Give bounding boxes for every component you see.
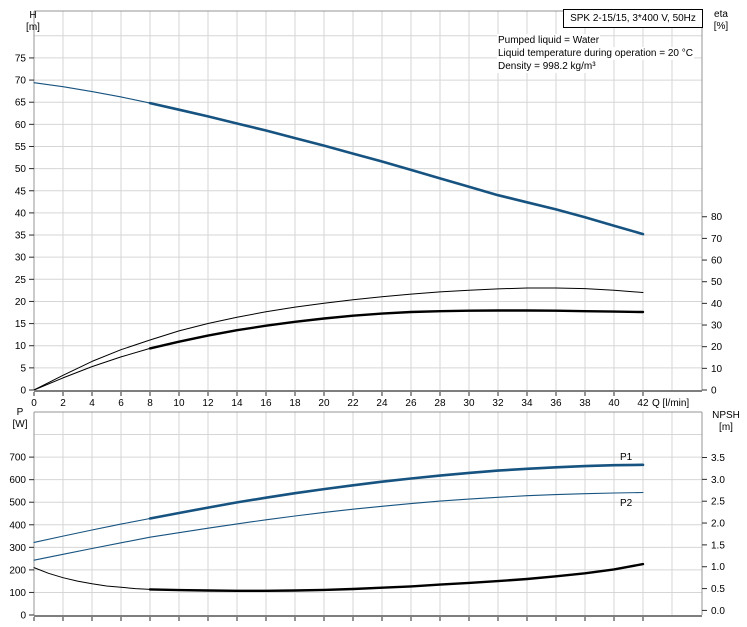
svg-text:100: 100 xyxy=(9,588,26,599)
p1-curve-label: P1 xyxy=(620,452,633,463)
npsh-curve-thin xyxy=(33,567,151,590)
svg-text:700: 700 xyxy=(9,453,26,464)
condition-liquid-temperature: Liquid temperature during operation = 20… xyxy=(497,47,694,60)
svg-text:16: 16 xyxy=(260,398,272,409)
svg-text:32: 32 xyxy=(492,398,504,409)
svg-text:10: 10 xyxy=(15,341,27,352)
svg-text:500: 500 xyxy=(9,498,26,509)
head-curve xyxy=(148,101,645,236)
svg-text:10: 10 xyxy=(173,398,185,409)
svg-text:38: 38 xyxy=(579,398,591,409)
svg-text:300: 300 xyxy=(9,543,26,554)
npsh-curve xyxy=(148,562,645,592)
svg-text:0: 0 xyxy=(31,398,37,409)
condition-density: Density = 998.2 kg/m³ xyxy=(497,60,597,73)
svg-text:200: 200 xyxy=(9,565,26,576)
svg-text:12: 12 xyxy=(202,398,214,409)
svg-text:3.0: 3.0 xyxy=(711,475,725,486)
npsh-axis-unit: [m] xyxy=(719,422,733,433)
svg-text:2.5: 2.5 xyxy=(711,497,725,508)
svg-text:40: 40 xyxy=(711,299,723,310)
svg-text:15: 15 xyxy=(15,319,27,330)
power-axis-unit: [W] xyxy=(12,419,28,430)
svg-text:24: 24 xyxy=(376,398,388,409)
head-axis-unit: [m] xyxy=(26,22,40,33)
svg-text:42: 42 xyxy=(637,398,649,409)
svg-text:0.0: 0.0 xyxy=(711,606,725,617)
svg-text:8: 8 xyxy=(147,398,153,409)
svg-text:10: 10 xyxy=(711,364,723,375)
svg-text:2: 2 xyxy=(60,398,66,409)
svg-text:80: 80 xyxy=(711,212,723,223)
eta-axis-unit-label: eta [%] xyxy=(704,9,738,33)
svg-text:1.5: 1.5 xyxy=(711,540,725,551)
svg-text:20: 20 xyxy=(15,297,27,308)
svg-text:40: 40 xyxy=(608,398,620,409)
svg-text:70: 70 xyxy=(15,76,27,87)
svg-text:400: 400 xyxy=(9,520,26,531)
svg-text:20: 20 xyxy=(318,398,330,409)
svg-text:20: 20 xyxy=(711,342,723,353)
p1-power-curve xyxy=(148,463,645,520)
p2-power-curve xyxy=(33,491,644,561)
svg-text:2.0: 2.0 xyxy=(711,519,725,530)
svg-text:0: 0 xyxy=(20,611,26,622)
svg-text:36: 36 xyxy=(550,398,562,409)
svg-text:30: 30 xyxy=(463,398,475,409)
svg-text:45: 45 xyxy=(15,186,27,197)
svg-text:5: 5 xyxy=(20,363,26,374)
svg-text:22: 22 xyxy=(347,398,359,409)
efficiency-curve-unit-thin xyxy=(33,347,151,391)
efficiency-curve-pump xyxy=(33,287,644,391)
eta-axis-unit: [%] xyxy=(713,21,729,32)
svg-text:70: 70 xyxy=(711,234,723,245)
svg-text:26: 26 xyxy=(405,398,417,409)
svg-text:60: 60 xyxy=(15,120,27,131)
svg-text:1.0: 1.0 xyxy=(711,562,725,573)
svg-text:34: 34 xyxy=(521,398,533,409)
svg-text:65: 65 xyxy=(15,98,27,109)
p2-curve-label: P2 xyxy=(620,498,633,509)
operating-conditions: Pumped liquid = Water Liquid temperature… xyxy=(497,34,694,73)
svg-text:0: 0 xyxy=(711,386,717,397)
svg-text:50: 50 xyxy=(711,277,723,288)
power-axis-symbol: P xyxy=(16,407,24,418)
svg-text:30: 30 xyxy=(711,321,723,332)
head-axis-symbol: H xyxy=(29,10,37,21)
eta-axis-symbol: eta xyxy=(714,9,728,20)
power-axis-unit-label: P [W] xyxy=(6,407,34,431)
svg-text:50: 50 xyxy=(15,164,27,175)
svg-text:3.5: 3.5 xyxy=(711,453,725,464)
svg-text:75: 75 xyxy=(15,53,27,64)
svg-text:35: 35 xyxy=(15,231,27,242)
head-curve-thin xyxy=(33,82,151,104)
svg-text:55: 55 xyxy=(15,142,27,153)
svg-text:25: 25 xyxy=(15,275,27,286)
head-axis-unit-label: H [m] xyxy=(20,10,46,34)
svg-text:Q [l/min]: Q [l/min] xyxy=(652,398,689,409)
svg-text:28: 28 xyxy=(434,398,446,409)
svg-text:4: 4 xyxy=(89,398,95,409)
pump-model-title-box: SPK 2-15/15, 3*400 V, 50Hz xyxy=(563,9,703,28)
svg-text:18: 18 xyxy=(289,398,301,409)
svg-text:0: 0 xyxy=(20,386,26,397)
power-npsh-chart: 0 100 200 300 400 500 600 700 0.0 0.5 1.0 1.5 2.0 2.5… xyxy=(9,411,725,622)
p1-power-curve-thin xyxy=(33,517,151,543)
efficiency-curve-unit xyxy=(148,309,645,350)
npsh-axis-symbol: NPSH xyxy=(712,410,740,421)
svg-text:600: 600 xyxy=(9,475,26,486)
svg-text:14: 14 xyxy=(231,398,243,409)
svg-text:60: 60 xyxy=(711,256,723,267)
svg-text:0.5: 0.5 xyxy=(711,584,725,595)
svg-text:6: 6 xyxy=(118,398,124,409)
condition-pumped-liquid: Pumped liquid = Water xyxy=(497,34,601,47)
npsh-axis-unit-label: NPSH [m] xyxy=(705,410,747,434)
svg-text:30: 30 xyxy=(15,253,27,264)
svg-text:40: 40 xyxy=(15,208,27,219)
